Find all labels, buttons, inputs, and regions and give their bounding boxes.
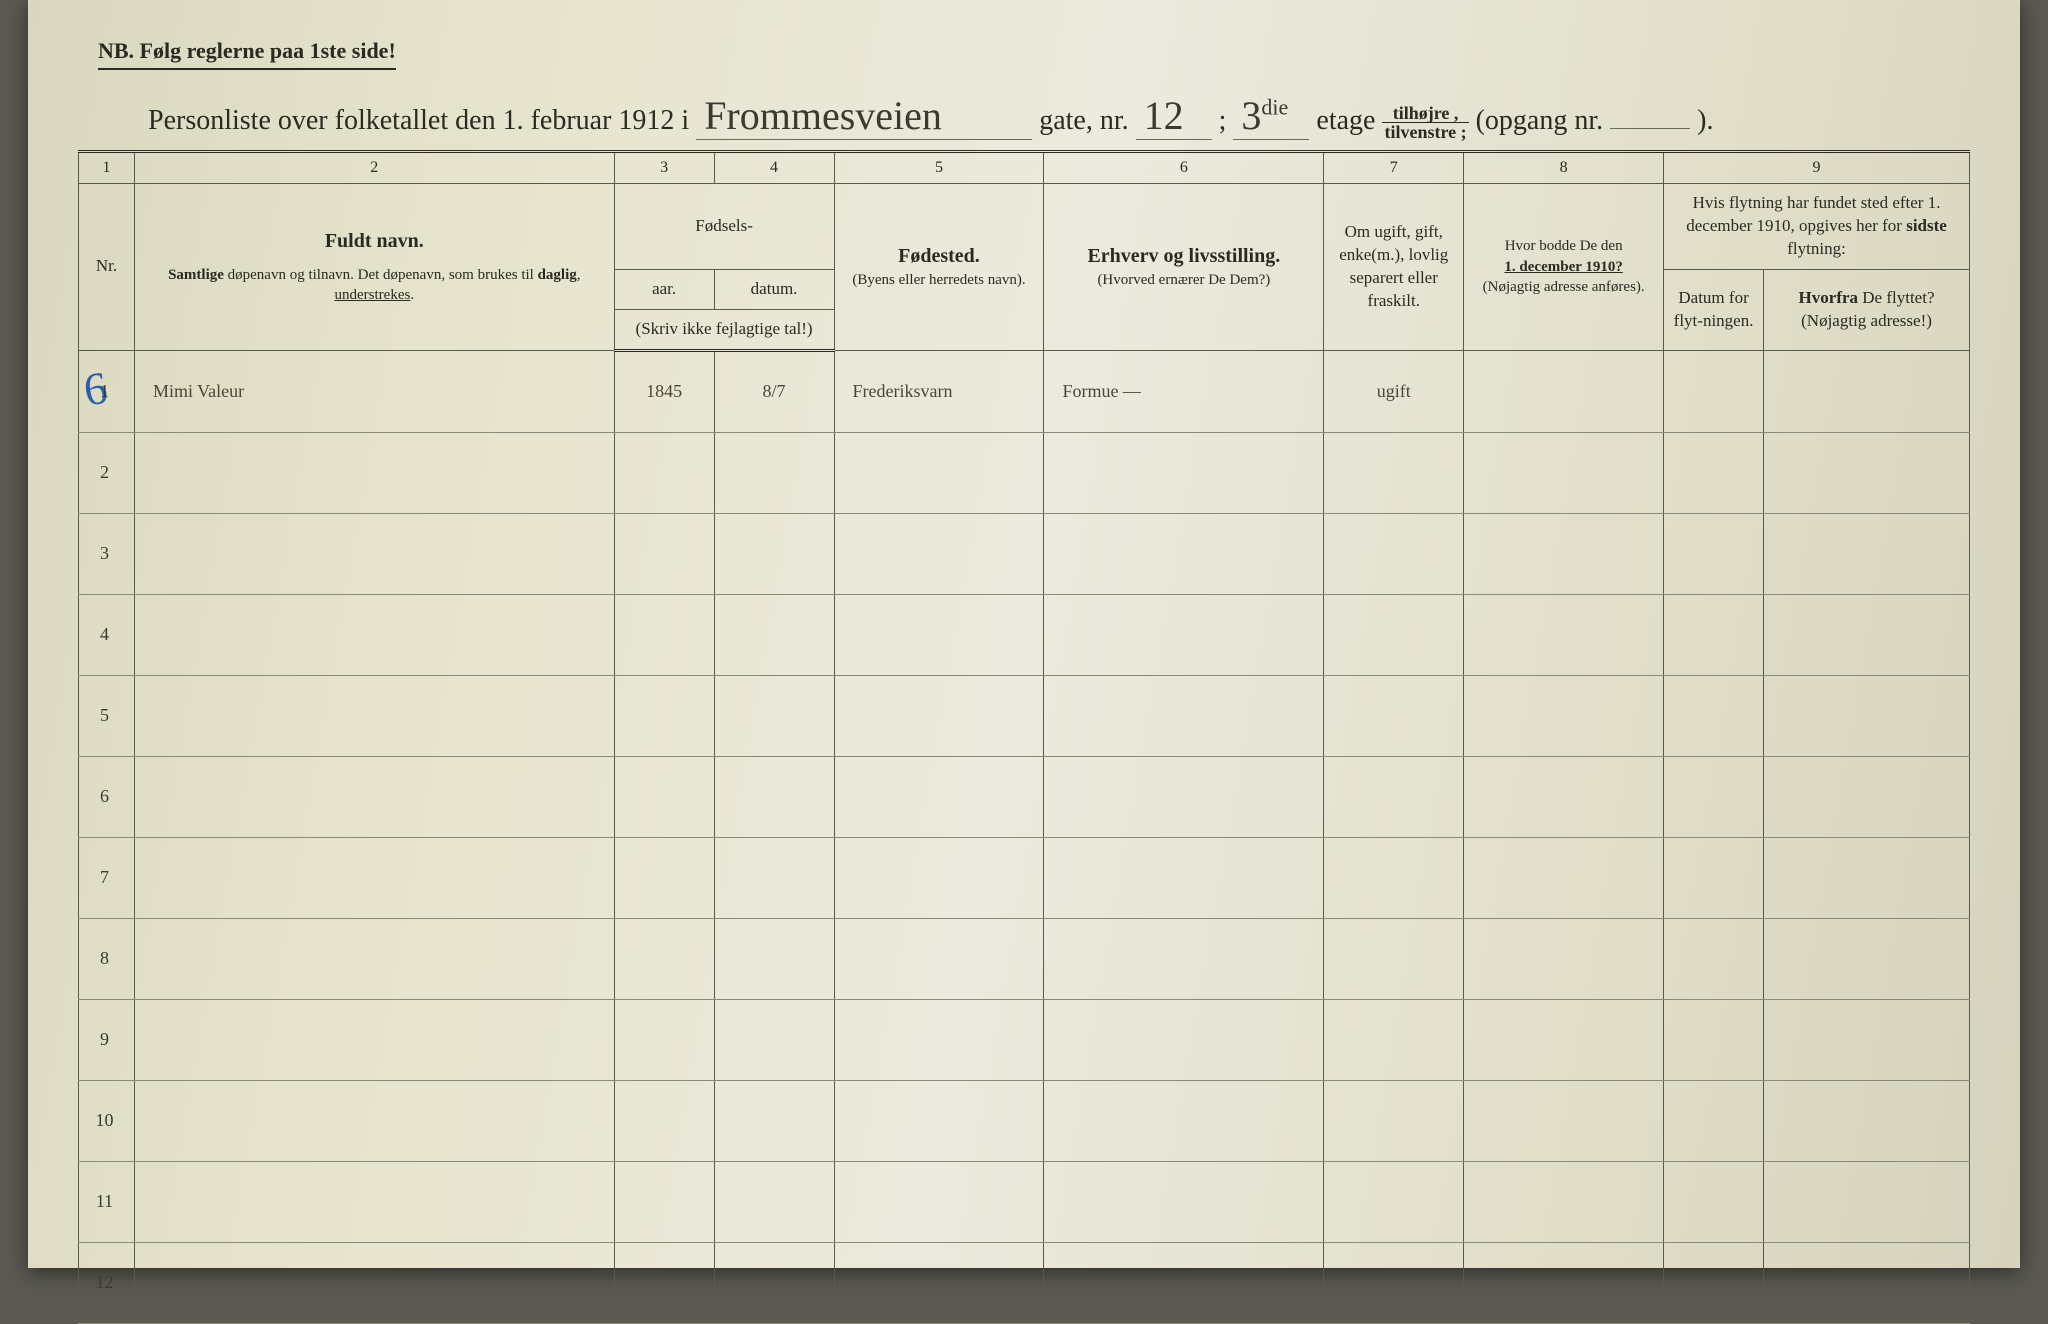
hdr-ugift: Om ugift, gift, enke(m.), lovlig separer… xyxy=(1324,184,1464,351)
semicolon: ; xyxy=(1219,105,1227,136)
colnum-1: 1 xyxy=(79,152,135,184)
row-nr: 1 xyxy=(79,350,135,432)
hdr-fodsels: Fødsels- xyxy=(614,184,834,270)
census-form-page: NB. Følg reglerne paa 1ste side! Personl… xyxy=(28,0,2020,1268)
etage-hand: 3die xyxy=(1233,92,1309,140)
hdr-flyt-top: Hvis flytning har fundet sted efter 1. d… xyxy=(1664,184,1970,270)
census-table: 1 2 3 4 5 6 7 8 9 Nr. Fuldt navn. Samtli… xyxy=(78,150,1970,1324)
table-row: 10 xyxy=(79,1080,1970,1161)
cell-name: Mimi Valeur xyxy=(134,350,614,432)
cell-bodde xyxy=(1464,350,1664,432)
hdr-fodsels-note: (Skriv ikke fejlagtige tal!) xyxy=(614,309,834,350)
colnum-7: 7 xyxy=(1324,152,1464,184)
table-row: 5 xyxy=(79,675,1970,756)
hdr-flyt-hvorfra: Hvorfra De flyttet? (Nøjagtig adresse!) xyxy=(1764,269,1970,350)
cell-fdat xyxy=(1664,350,1764,432)
table-row: 4 xyxy=(79,594,1970,675)
cell-aar: 1845 xyxy=(614,350,714,432)
cell-ugift: ugift xyxy=(1324,350,1464,432)
side-fraction: tilhøjre , tilvenstre ; xyxy=(1382,104,1468,141)
column-number-row: 1 2 3 4 5 6 7 8 9 xyxy=(79,152,1970,184)
colnum-5: 5 xyxy=(834,152,1044,184)
hdr-fodested: Fødested. (Byens eller herredets navn). xyxy=(834,184,1044,351)
colnum-2: 2 xyxy=(134,152,614,184)
cell-erv: Formue — xyxy=(1044,350,1324,432)
street-handwritten: Frommesveien xyxy=(696,92,1032,140)
table-row: 3 xyxy=(79,513,1970,594)
gate-nr-hand: 12 xyxy=(1136,92,1212,140)
colnum-8: 8 xyxy=(1464,152,1664,184)
opgang-blank xyxy=(1610,128,1690,129)
table-row: 8 xyxy=(79,918,1970,999)
table-row: 11 xyxy=(79,1161,1970,1242)
nb-notice: NB. Følg reglerne paa 1ste side! xyxy=(98,38,396,70)
cell-hvor xyxy=(1764,350,1970,432)
opgang-label: (opgang nr. xyxy=(1476,105,1604,136)
hdr-name: Fuldt navn. Samtlige døpenavn og tilnavn… xyxy=(134,184,614,351)
hdr-flyt-datum: Datum for flyt-ningen. xyxy=(1664,269,1764,350)
table-row: 6 xyxy=(79,756,1970,837)
header-row-1: Nr. Fuldt navn. Samtlige døpenavn og til… xyxy=(79,184,1970,270)
cell-datum: 8/7 xyxy=(714,350,834,432)
gate-nr-label: gate, nr. xyxy=(1039,105,1128,136)
hdr-bodde: Hvor bodde De den 1. december 1910? (Nøj… xyxy=(1464,184,1664,351)
table-row: 1 Mimi Valeur 1845 8/7 Frederiksvarn For… xyxy=(79,350,1970,432)
colnum-9: 9 xyxy=(1664,152,1970,184)
hdr-aar: aar. xyxy=(614,269,714,309)
hdr-erhverv: Erhverv og livsstilling. (Hvorved ernære… xyxy=(1044,184,1324,351)
hdr-nr: Nr. xyxy=(79,184,135,351)
form-title-line: Personliste over folketallet den 1. febr… xyxy=(148,92,1948,141)
table-row: 12 xyxy=(79,1242,1970,1323)
table-row: 2 xyxy=(79,432,1970,513)
etage-label: etage xyxy=(1316,105,1375,136)
colnum-3: 3 xyxy=(614,152,714,184)
table-row: 9 xyxy=(79,999,1970,1080)
table-row: 7 xyxy=(79,837,1970,918)
title-close: ). xyxy=(1697,105,1713,136)
hdr-datum: datum. xyxy=(714,269,834,309)
colnum-4: 4 xyxy=(714,152,834,184)
cell-sted: Frederiksvarn xyxy=(834,350,1044,432)
colnum-6: 6 xyxy=(1044,152,1324,184)
title-prefix: Personliste over folketallet den 1. febr… xyxy=(148,105,689,136)
